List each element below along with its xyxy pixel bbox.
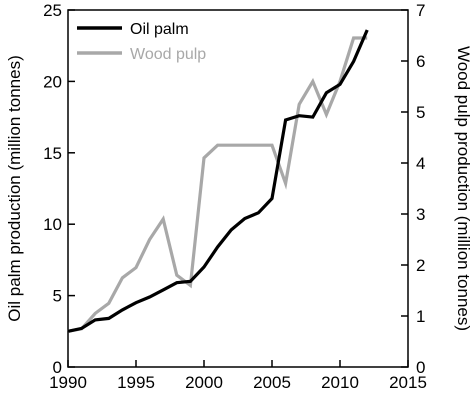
left-y-tick-label: 25 bbox=[43, 1, 62, 20]
legend: Oil palm Wood pulp bbox=[77, 21, 206, 63]
left-y-tick-label: 20 bbox=[43, 72, 62, 91]
x-tick-label: 2015 bbox=[389, 373, 427, 392]
series-line-wood-pulp bbox=[67, 36, 368, 333]
x-tick-label: 2005 bbox=[253, 373, 291, 392]
right-y-tick-label: 4 bbox=[416, 154, 425, 173]
x-tick-label: 2010 bbox=[321, 373, 359, 392]
right-y-axis-title: Wood pulp production (million tonnes) bbox=[454, 46, 473, 331]
left-y-axis-title: Oil palm production (million tonnes) bbox=[5, 55, 24, 321]
left-y-tick-label: 0 bbox=[53, 358, 62, 377]
series-layer bbox=[67, 29, 369, 333]
right-y-tick-label: 6 bbox=[416, 52, 425, 71]
plot-frame bbox=[67, 9, 409, 368]
x-tick-label: 2000 bbox=[185, 373, 223, 392]
x-axis-ticks: 1990 1995 2000 2005 2010 2015 bbox=[49, 360, 427, 392]
x-tick-label: 1995 bbox=[117, 373, 155, 392]
x-tick-label: 1990 bbox=[49, 373, 87, 392]
left-y-tick-label: 10 bbox=[43, 215, 62, 234]
right-y-tick-label: 5 bbox=[416, 103, 425, 122]
legend-label: Oil palm bbox=[130, 21, 189, 38]
right-y-axis-ticks: 0 1 2 3 4 5 6 7 bbox=[401, 1, 425, 377]
right-y-tick-label: 2 bbox=[416, 256, 425, 275]
right-y-tick-label: 3 bbox=[416, 205, 425, 224]
left-y-tick-label: 5 bbox=[53, 287, 62, 306]
legend-label: Wood pulp bbox=[130, 46, 206, 63]
left-y-axis-ticks: 0 5 10 15 20 25 bbox=[43, 1, 75, 377]
left-y-tick-label: 15 bbox=[43, 144, 62, 163]
right-y-tick-label: 7 bbox=[416, 1, 425, 20]
right-y-tick-label: 0 bbox=[416, 358, 425, 377]
series-line-oil-palm bbox=[67, 29, 369, 333]
right-y-tick-label: 1 bbox=[416, 307, 425, 326]
